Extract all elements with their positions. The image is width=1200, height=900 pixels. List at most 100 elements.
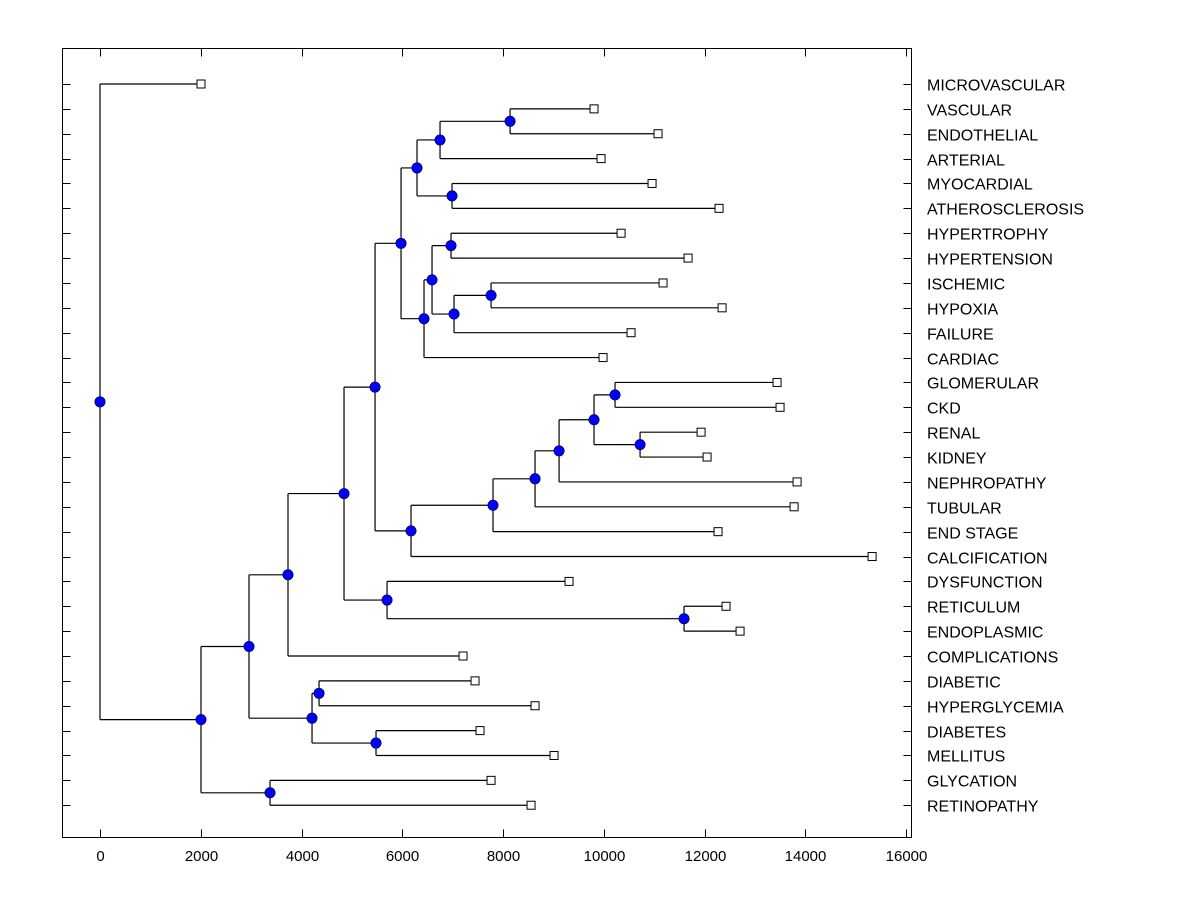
leaf-label: ISCHEMIC [927,277,1005,294]
leaf-marker [596,154,606,164]
leaf-label: MELLITUS [927,749,1005,766]
leaf-marker [721,601,731,611]
leaf-marker [658,278,668,288]
leaf-label: ATHEROSCLEROSIS [927,202,1084,219]
x-tick-label: 6000 [386,848,419,865]
leaf-marker [475,726,485,736]
leaf-marker [458,651,468,661]
leaf-label: MYOCARDIAL [927,177,1033,194]
cluster-node [405,525,417,537]
cluster-node [448,308,460,320]
cluster-node [195,714,207,726]
leaf-label: CARDIAC [927,352,999,369]
cluster-node [313,687,325,699]
leaf-label: GLOMERULAR [927,376,1039,393]
leaf-marker [647,178,657,188]
leaf-label: HYPERTROPHY [927,227,1049,244]
leaf-marker [683,253,693,263]
cluster-node [94,396,106,408]
leaf-label: COMPLICATIONS [927,650,1058,667]
internal-nodes [94,115,690,799]
leaf-marker [470,676,480,686]
leaf-label: HYPERTENSION [927,252,1053,269]
leaf-marker [486,775,496,785]
leaf-label: HYPOXIA [927,302,998,319]
cluster-node [395,237,407,249]
leaf-marker [714,203,724,213]
leaf-label: RETINOPATHY [927,799,1039,816]
leaf-label: CKD [927,401,961,418]
leaf-label: DIABETIC [927,675,1001,692]
leaf-label: ENDOPLASMIC [927,625,1043,642]
leaf-label: MICROVASCULAR [927,78,1065,95]
leaf-marker [696,427,706,437]
x-tick-label: 4000 [286,848,319,865]
leaf-label: FAILURE [927,327,994,344]
leaf-labels: MICROVASCULAR VASCULAR ENDOTHELIAL ARTERIAL… [927,78,1084,816]
leaf-marker [792,477,802,487]
leaf-marker [196,79,206,89]
cluster-node [529,473,541,485]
x-axis: 0 2000 4000 6000 8000 10000 12000 14000 16000 [96,48,928,865]
cluster-node [504,115,516,127]
leaf-marker [772,377,782,387]
leaf-label: END STAGE [927,526,1018,543]
cluster-node [445,240,457,252]
leaf-marker [626,328,636,338]
cluster-node [446,190,458,202]
y-axis [62,84,912,806]
leaf-marker [616,228,626,238]
cluster-node [485,289,497,301]
leaf-marker [589,104,599,114]
leaf-label: TUBULAR [927,501,1002,518]
cluster-node [418,313,430,325]
leaf-marker [713,527,723,537]
x-tick-label: 14000 [785,848,827,865]
cluster-node [369,381,381,393]
x-tick-label: 16000 [886,848,928,865]
leaf-marker [564,576,574,586]
cluster-node [282,569,294,581]
cluster-node [426,274,438,286]
x-tick-label: 12000 [685,848,727,865]
cluster-node [634,439,646,451]
leaf-marker [867,552,877,562]
leaf-label: HYPERGLYCEMIA [927,700,1064,717]
x-tick-label: 0 [96,848,104,865]
cluster-node [588,414,600,426]
cluster-node [306,712,318,724]
x-tick-label: 10000 [584,848,626,865]
leaf-label: DIABETES [927,725,1006,742]
leaf-label: NEPHROPATHY [927,476,1047,493]
cluster-node [487,499,499,511]
cluster-node [243,640,255,652]
cluster-node [370,737,382,749]
leaf-marker [549,750,559,760]
leaf-marker [653,129,663,139]
leaf-marker [717,303,727,313]
leaf-label: KIDNEY [927,451,987,468]
cluster-node [553,445,565,457]
cluster-node [264,787,276,799]
leaf-markers [196,79,877,810]
leaf-label: ENDOTHELIAL [927,128,1038,145]
leaf-marker [735,626,745,636]
leaf-marker [789,502,799,512]
leaf-marker [598,353,608,363]
cluster-node [381,594,393,606]
leaf-label: CALCIFICATION [927,551,1048,568]
x-tick-label: 8000 [487,848,520,865]
cluster-node [609,389,621,401]
leaf-label: VASCULAR [927,103,1012,120]
cluster-node [411,162,423,174]
leaf-marker [775,402,785,412]
leaf-label: RENAL [927,426,980,443]
leaf-label: RETICULUM [927,600,1020,617]
cluster-node [338,488,350,500]
cluster-node [434,134,446,146]
leaf-label: GLYCATION [927,774,1017,791]
x-tick-label: 2000 [185,848,218,865]
leaf-marker [526,800,536,810]
cluster-node [678,613,690,625]
